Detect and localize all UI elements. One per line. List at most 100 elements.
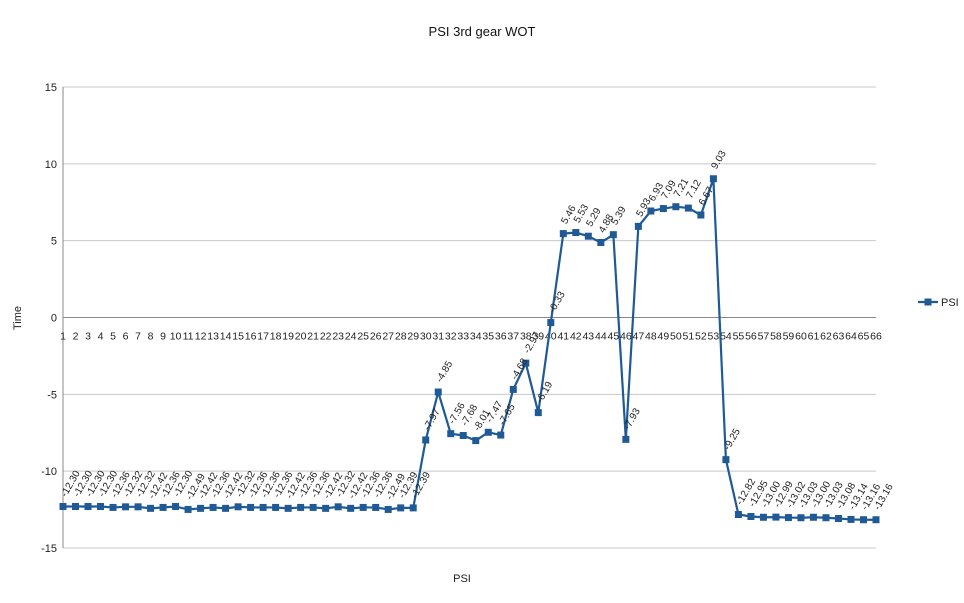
x-tick-label: 10: [170, 331, 182, 343]
x-tick-label: 46: [620, 331, 632, 343]
data-point: [259, 503, 267, 511]
x-tick-label: 12: [195, 331, 207, 343]
data-point: [284, 504, 292, 512]
y-tick-label: 5: [51, 236, 57, 248]
data-point: [584, 232, 592, 240]
x-tick-label: 3: [85, 331, 91, 343]
y-axis-label: Time: [12, 306, 24, 330]
data-point: [222, 504, 230, 512]
data-point: [159, 503, 167, 511]
data-point: [59, 503, 67, 511]
data-point: [172, 503, 180, 511]
data-point: [434, 388, 442, 396]
x-tick-label: 40: [545, 331, 557, 343]
x-tick-label: 33: [457, 331, 469, 343]
data-point: [872, 516, 880, 524]
data-point: [634, 222, 642, 230]
data-point: [247, 503, 255, 511]
x-tick-label: 38: [520, 331, 532, 343]
x-tick-label: 41: [557, 331, 569, 343]
data-point: [97, 503, 105, 511]
data-point: [447, 430, 455, 438]
data-point: [859, 516, 867, 524]
data-point: [847, 515, 855, 523]
y-tick-label: -10: [41, 466, 57, 478]
x-tick-label: 1: [60, 331, 66, 343]
legend-marker-icon: [924, 298, 932, 306]
data-point: [734, 511, 742, 519]
x-tick-label: 29: [407, 331, 419, 343]
x-tick-label: 37: [507, 331, 519, 343]
x-tick-label: 55: [733, 331, 745, 343]
x-tick-label: 18: [270, 331, 282, 343]
x-axis-label: PSI: [453, 573, 471, 585]
data-point: [709, 175, 717, 183]
x-tick-label: 16: [245, 331, 257, 343]
data-point: [784, 514, 792, 522]
data-point: [409, 504, 417, 512]
x-tick-label: 5: [110, 331, 116, 343]
x-tick-label: 43: [582, 331, 594, 343]
x-tick-label: 31: [432, 331, 444, 343]
data-point: [484, 428, 492, 436]
x-tick-label: 36: [495, 331, 507, 343]
x-tick-label: 20: [295, 331, 307, 343]
data-point: [797, 514, 805, 522]
y-axis-ticks: 15 10 5 0 -5 -10 -15: [41, 82, 57, 555]
data-point: [197, 504, 205, 512]
data-point: [822, 514, 830, 522]
x-tick-label: 45: [607, 331, 619, 343]
data-point: [309, 503, 317, 511]
x-tick-label: 25: [357, 331, 369, 343]
data-label: -0.33: [547, 289, 568, 315]
data-point: [459, 432, 467, 440]
x-tick-label: 59: [783, 331, 795, 343]
data-point: [722, 456, 730, 464]
data-point: [834, 514, 842, 522]
x-tick-label: 53: [708, 331, 720, 343]
x-tick-label: 39: [532, 331, 544, 343]
data-point: [759, 513, 767, 521]
data-point: [647, 207, 655, 215]
y-tick-label: -15: [41, 543, 57, 555]
data-point: [684, 204, 692, 212]
data-point: [509, 385, 517, 393]
y-tick-label: 0: [51, 313, 57, 325]
data-point: [472, 437, 480, 445]
x-tick-label: 64: [845, 331, 857, 343]
data-label: -6.19: [534, 380, 555, 406]
data-label: 5.39: [609, 204, 628, 227]
x-tick-label: 66: [870, 331, 882, 343]
data-point: [747, 512, 755, 520]
x-tick-label: 49: [658, 331, 670, 343]
data-point: [609, 231, 617, 239]
x-tick-label: 22: [320, 331, 332, 343]
data-point: [809, 513, 817, 521]
x-tick-label: 26: [370, 331, 382, 343]
y-tick-label: 10: [45, 159, 57, 171]
data-point: [597, 239, 605, 247]
x-tick-label: 58: [770, 331, 782, 343]
x-tick-label: 13: [207, 331, 219, 343]
x-tick-label: 60: [795, 331, 807, 343]
data-point: [359, 503, 367, 511]
legend-label-psi: PSI: [941, 297, 959, 309]
y-tick-label: 15: [45, 82, 57, 94]
data-point: [372, 503, 380, 511]
data-point: [672, 203, 680, 211]
x-tick-label: 8: [148, 331, 154, 343]
x-tick-label: 65: [858, 331, 870, 343]
x-tick-label: 56: [745, 331, 757, 343]
data-point: [622, 435, 630, 443]
data-point: [334, 503, 342, 511]
data-point: [397, 504, 405, 512]
data-point: [84, 503, 92, 511]
x-tick-label: 9: [160, 331, 166, 343]
x-tick-label: 62: [820, 331, 832, 343]
x-tick-label: 32: [445, 331, 457, 343]
x-tick-label: 2: [73, 331, 79, 343]
x-tick-label: 17: [257, 331, 269, 343]
data-point: [184, 505, 192, 513]
data-label: -7.97: [422, 407, 443, 433]
data-point: [534, 409, 542, 417]
